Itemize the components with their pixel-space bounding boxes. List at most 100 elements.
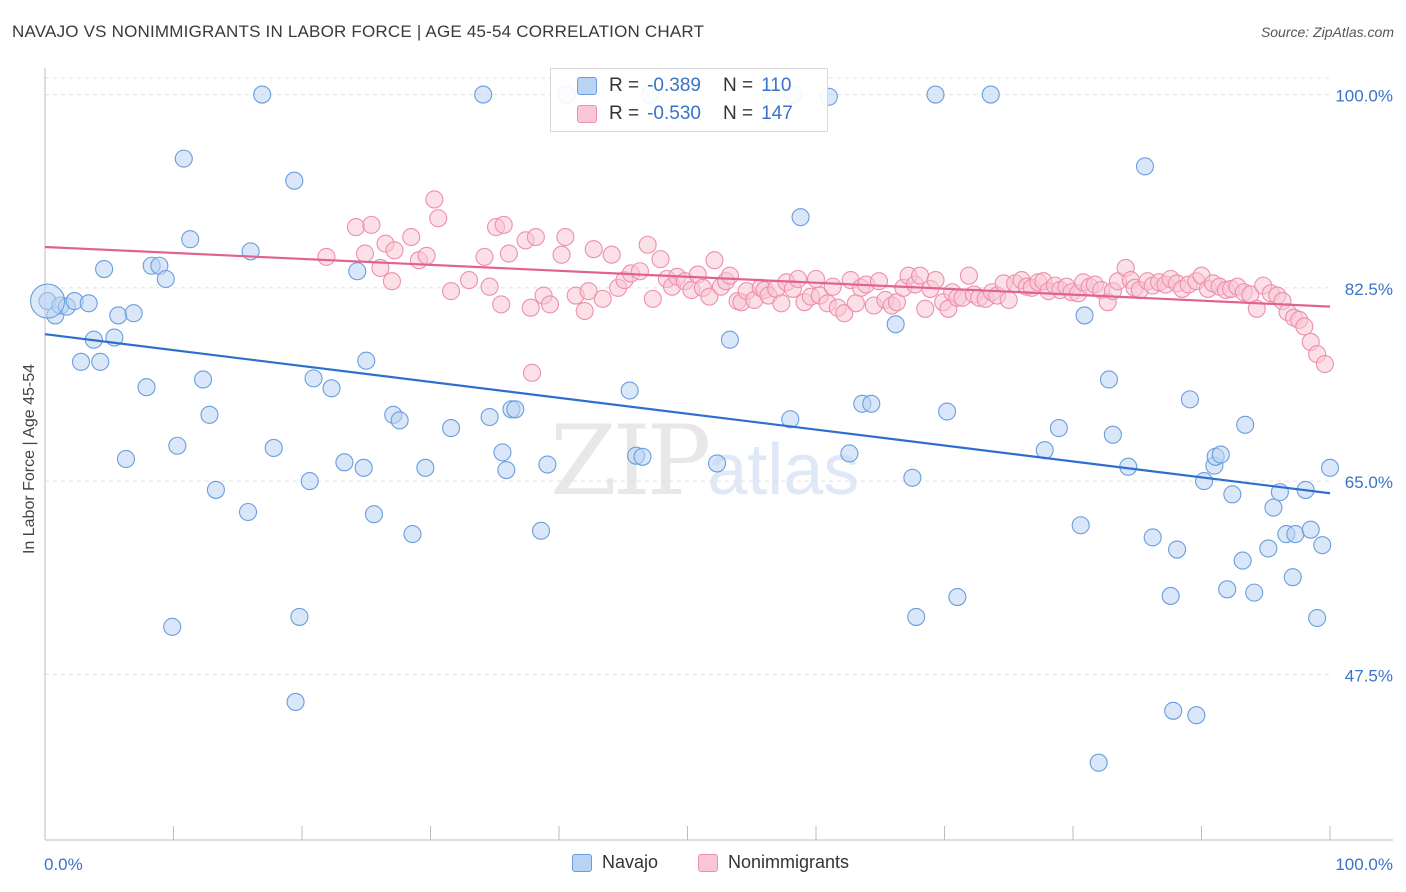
nonimmigrants-point (926, 271, 945, 290)
navajo-point (194, 370, 213, 389)
nonimmigrants-point (1315, 354, 1334, 374)
nonimmigrants-point (705, 251, 724, 270)
navajo-point (620, 381, 639, 400)
nonimmigrants-point (638, 235, 657, 254)
navajo-point (304, 369, 323, 388)
navajo-point (1049, 419, 1068, 438)
navajo-r-label: R = (609, 75, 640, 96)
chart-title: NAVAJO VS NONIMMIGRANTS IN LABOR FORCE |… (12, 22, 705, 41)
navajo-point (1236, 415, 1255, 434)
navajo-trend-line (44, 333, 1331, 495)
nonimmigrants-point (346, 218, 366, 237)
navajo-point (981, 85, 1000, 104)
nonimmigrants-point (402, 227, 421, 247)
navajo-point (300, 472, 319, 491)
nonimmigrants-point (630, 262, 650, 281)
navajo-point (708, 454, 727, 473)
y-tick-label: 65.0% (1345, 473, 1393, 492)
nonimmigrants-point (442, 282, 461, 301)
y-tick-label: 47.5% (1345, 666, 1393, 685)
nonimmigrants-point (1247, 299, 1266, 318)
nonimmigrants-point (385, 241, 404, 260)
nonimmigrants-point (584, 240, 603, 259)
navajo-point (1180, 390, 1199, 409)
navajo-point (290, 607, 309, 626)
nonimmigrants-point (788, 269, 808, 289)
nonimmigrants-point (355, 244, 375, 263)
navajo-point (1161, 586, 1180, 605)
nonimmigrants-point (602, 245, 621, 264)
navajo-point (497, 460, 516, 480)
navajo-point (791, 208, 810, 227)
y-tick-label: 82.5% (1345, 280, 1393, 299)
navajo-point (403, 525, 422, 544)
legend-item-nonimmigrants[interactable]: Nonimmigrants (698, 852, 849, 873)
navajo-point (1283, 568, 1302, 587)
nonimmigrants-point (916, 299, 935, 318)
nonimmigrants-trend-line (44, 245, 1331, 308)
navajo-n-label: N = (722, 75, 754, 96)
trend-lines (44, 245, 1331, 495)
navajo-point (903, 468, 922, 487)
navajo-point (1286, 525, 1305, 544)
nonimmigrants-point (499, 244, 518, 263)
navajo-point (357, 351, 376, 370)
nonimmigrants-point (521, 298, 540, 317)
navajo-point (781, 410, 800, 429)
nonimmigrants-point (492, 295, 511, 314)
legend-item-navajo[interactable]: Navajo (572, 852, 658, 873)
nonimmigrants-swatch (577, 105, 597, 123)
axes (44, 68, 1393, 841)
navajo-point (286, 692, 305, 712)
nonimmigrants-point (772, 294, 791, 313)
nonimmigrants-point (806, 269, 826, 289)
tick-labels: 47.5% 65.0% 82.5% 100.0% 0.0% 100.0% In Labor … (21, 87, 1393, 874)
navajo-point (71, 352, 91, 371)
nonimmigrants-r-label: R = (609, 103, 640, 124)
navajo-point (1320, 458, 1340, 477)
navajo-point (1313, 536, 1332, 555)
nonimmigrants-points (317, 190, 1334, 382)
navajo-point (506, 400, 525, 419)
series-legend: Navajo Nonimmigrants (0, 852, 1406, 878)
navajo-point (926, 85, 945, 104)
nonimmigrants-r-value: -0.530 (647, 103, 701, 124)
navajo-point (348, 262, 367, 281)
nonimmigrants-point (425, 190, 444, 209)
nonimmigrants-n-value: 147 (761, 103, 793, 124)
nonimmigrants-point (700, 287, 719, 306)
navajo-point (335, 453, 354, 472)
navajo-point (156, 269, 175, 289)
nonimmigrants-point (959, 266, 978, 285)
navajo-points (30, 85, 1340, 772)
navajo-point (720, 330, 739, 349)
legend-row-nonimmigrants: R = -0.530 N = 147 (577, 101, 793, 127)
navajo-point (1103, 425, 1122, 444)
navajo-point (200, 405, 219, 424)
navajo-point (1195, 472, 1214, 491)
nonimmigrants-point (575, 301, 594, 321)
nonimmigrants-legend-label: Nonimmigrants (728, 852, 850, 872)
navajo-point (938, 402, 957, 421)
navajo-point (1143, 528, 1162, 547)
nonimmigrants-point (475, 247, 494, 266)
navajo-point (1245, 583, 1264, 602)
navajo-r-value: -0.389 (647, 75, 701, 96)
navajo-legend-label: Navajo (602, 852, 659, 872)
navajo-point (1308, 608, 1327, 628)
navajo-point (1071, 516, 1090, 535)
legend-row-navajo: R = -0.389 N = 110 (577, 73, 791, 99)
nonimmigrants-n-label: N = (722, 103, 754, 124)
nonimmigrants-point (362, 215, 381, 234)
navajo-point (886, 315, 905, 334)
navajo-point (1264, 498, 1283, 517)
navajo-point (364, 505, 384, 524)
nonimmigrants-point (417, 246, 436, 265)
navajo-point (1259, 539, 1278, 558)
nonimmigrants-point (494, 215, 513, 234)
navajo-point (206, 480, 225, 499)
navajo-point (79, 294, 98, 313)
source-label: Source: ZipAtlas.com (1260, 24, 1394, 40)
navajo-point (1135, 157, 1155, 176)
